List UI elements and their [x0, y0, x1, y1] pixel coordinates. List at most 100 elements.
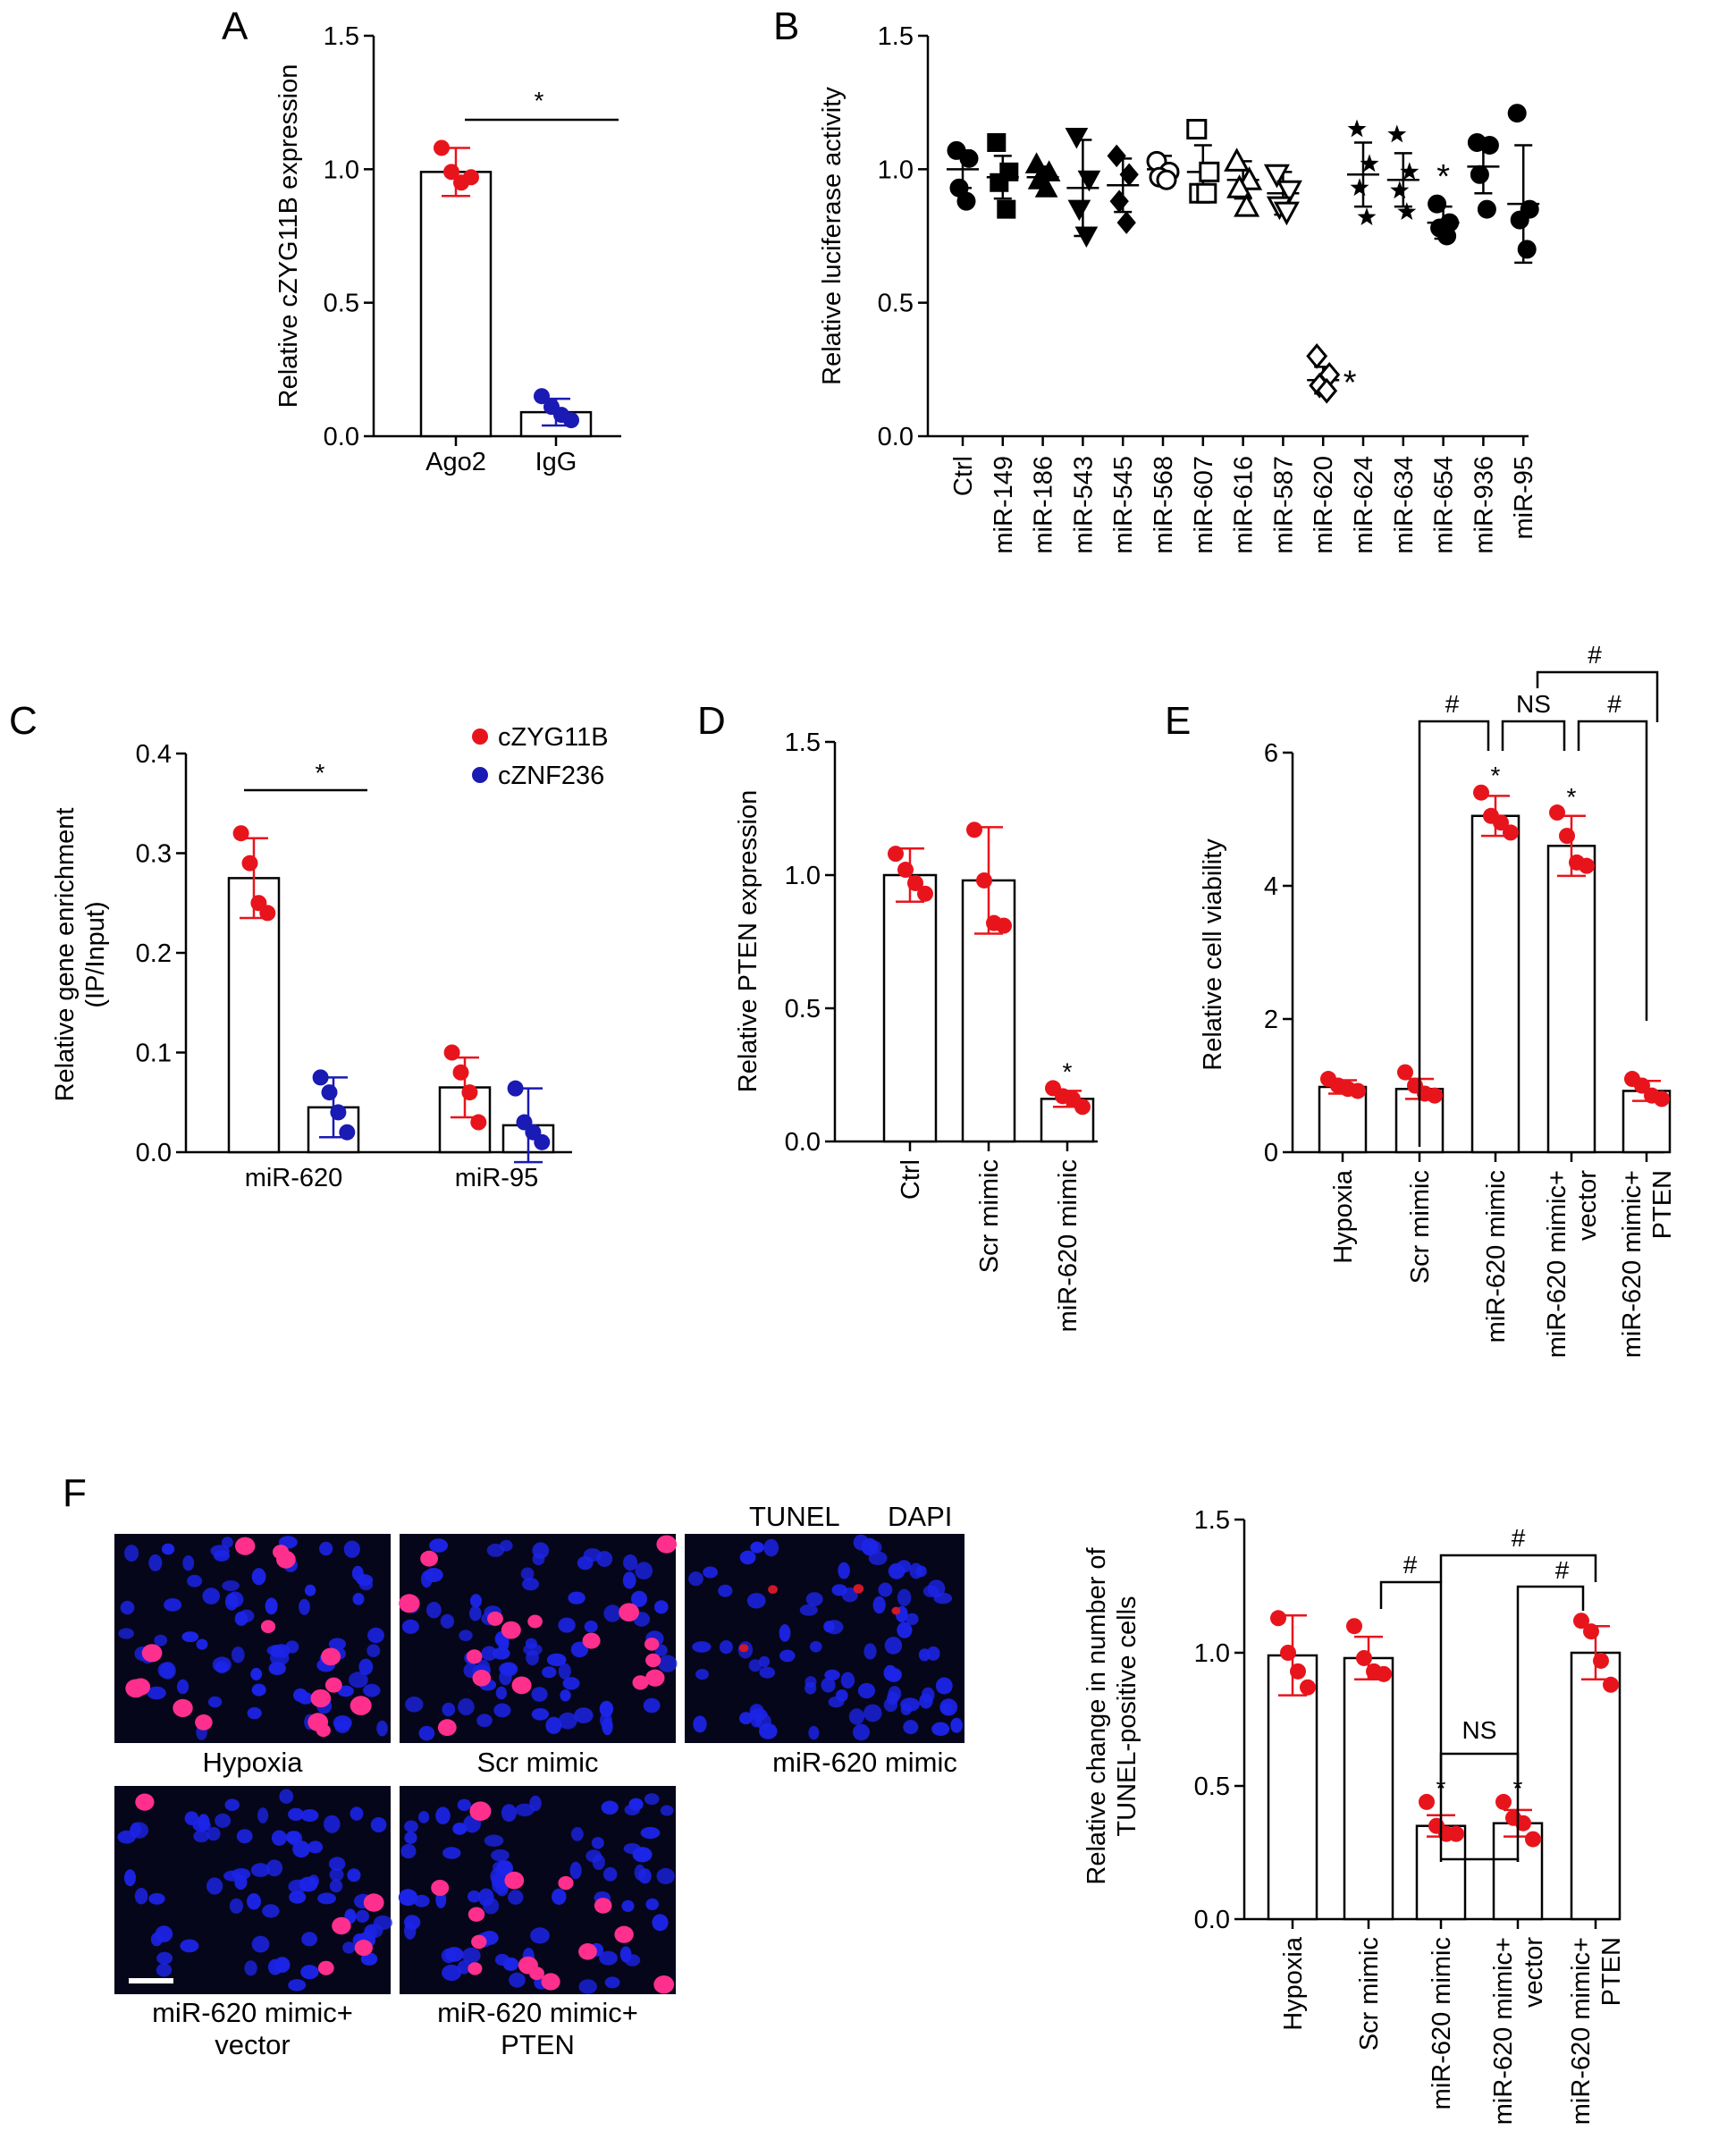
data-point — [1300, 1679, 1316, 1696]
dapi-nucleus — [604, 1976, 620, 1989]
dapi-nucleus — [695, 1669, 709, 1680]
dapi-nucleus — [591, 1837, 604, 1849]
tunel-positive-nucleus — [504, 1871, 525, 1890]
dapi-nucleus — [838, 1562, 850, 1579]
tunel-positive-nucleus — [578, 1943, 597, 1960]
data-point — [1654, 1091, 1670, 1107]
dapi-nucleus — [779, 1624, 791, 1642]
dapi-nucleus — [442, 1964, 462, 1982]
y-tick-label: 0.5 — [324, 290, 359, 318]
dapi-nucleus — [156, 1951, 173, 1965]
dapi-nucleus — [404, 1820, 418, 1833]
dapi-nucleus — [157, 1662, 175, 1679]
y-tick-label: 1.0 — [878, 156, 914, 184]
data-point — [452, 1064, 469, 1081]
dapi-nucleus — [120, 1600, 135, 1615]
x-tick-label: Scr mimic — [1406, 1170, 1435, 1284]
y-tick-label: 1.0 — [1194, 1639, 1230, 1668]
data-point — [443, 1044, 460, 1061]
dapi-nucleus — [810, 1640, 822, 1653]
comparison-bracket — [1439, 1554, 1597, 1582]
data-point — [917, 885, 933, 902]
dapi-nucleus — [560, 1689, 571, 1702]
dapi-nucleus — [863, 1643, 877, 1660]
dapi-nucleus — [452, 1823, 468, 1835]
tunel-positive-nucleus — [468, 1962, 483, 1975]
micrograph-caption: miR-620 mimic+ — [152, 1997, 353, 2028]
y-tick-label: 0.5 — [1194, 1773, 1230, 1801]
dapi-nucleus — [718, 1584, 733, 1597]
dapi-nucleus — [900, 1697, 920, 1712]
dapi-nucleus — [571, 1826, 584, 1841]
x-tick-label: miR-620 — [245, 1164, 343, 1192]
y-tick-label: 0.0 — [324, 423, 359, 451]
x-tick-label: miR-620 mimic — [1428, 1937, 1456, 2110]
dapi-nucleus — [342, 1941, 356, 1954]
data-point — [1634, 1077, 1650, 1094]
dapi-nucleus — [401, 1619, 419, 1634]
dapi-nucleus — [349, 1672, 368, 1689]
significance-star: * — [1344, 364, 1357, 401]
dapi-nucleus — [759, 1666, 776, 1679]
dapi-nucleus — [347, 1868, 361, 1882]
tunel-positive-nucleus — [527, 1614, 543, 1629]
dapi-nucleus — [426, 1602, 442, 1619]
dapi-nucleus — [931, 1722, 950, 1737]
dapi-nucleus — [603, 1604, 621, 1622]
dapi-nucleus — [578, 1979, 597, 1994]
dapi-nucleus — [622, 1571, 636, 1589]
dapi-nucleus — [180, 1939, 199, 1953]
data-point — [461, 1084, 478, 1101]
tunel-positive-nucleus — [420, 1550, 438, 1567]
tunel-positive-nucleus — [853, 1584, 864, 1594]
data-point — [534, 388, 550, 405]
dapi-nucleus — [515, 1803, 535, 1817]
dapi-nucleus — [888, 1562, 906, 1579]
data-point — [997, 199, 1016, 219]
x-tick-label: miR-620 mimic+ — [1567, 1937, 1596, 2125]
dapi-nucleus — [328, 1857, 346, 1871]
bracket-label: NS — [1516, 690, 1551, 718]
tunel-positive-nucleus — [644, 1638, 660, 1651]
dapi-nucleus — [247, 1706, 262, 1720]
tunel-positive-nucleus — [558, 1875, 574, 1891]
dapi-nucleus — [229, 1898, 243, 1914]
dapi-nucleus — [117, 1830, 136, 1844]
dapi-nucleus — [542, 1666, 557, 1679]
comparison-bracket — [1418, 720, 1490, 1147]
data-point — [1479, 135, 1499, 155]
data-point — [1196, 182, 1217, 204]
dapi-nucleus — [232, 1646, 245, 1663]
data-point — [1109, 189, 1129, 213]
dapi-nucleus — [872, 1596, 886, 1614]
dapi-nucleus — [148, 1554, 163, 1571]
dapi-nucleus — [457, 1798, 471, 1812]
tunel-positive-nucleus — [316, 1723, 331, 1738]
dapi-nucleus — [288, 1807, 304, 1822]
dapi-nucleus — [213, 1549, 230, 1562]
tunel-positive-nucleus — [471, 1934, 487, 1950]
tunel-positive-nucleus — [363, 1893, 384, 1912]
dapi-nucleus — [621, 1899, 635, 1912]
tunel-positive-nucleus — [235, 1537, 256, 1555]
tunel-positive-nucleus — [768, 1585, 778, 1594]
significance-star: * — [1491, 762, 1501, 789]
data-point — [1077, 170, 1101, 192]
x-tick-label: IgG — [535, 448, 577, 476]
x-tick-label: miR-543 — [1069, 456, 1098, 554]
dapi-nucleus — [184, 1811, 199, 1825]
data-point — [1515, 1815, 1531, 1832]
dapi-nucleus — [584, 1621, 598, 1633]
panel-label-f: F — [63, 1471, 87, 1515]
y-tick-label: 1.5 — [1194, 1506, 1230, 1535]
dapi-nucleus — [206, 1877, 223, 1895]
dapi-nucleus — [198, 1814, 210, 1831]
x-tick-label: Ctrl — [897, 1159, 925, 1200]
y-tick-label: 0 — [1264, 1139, 1278, 1167]
tunel-positive-nucleus — [437, 1719, 457, 1737]
micrograph-caption: miR-620 mimic+ — [437, 1997, 638, 2028]
dapi-nucleus — [878, 1582, 893, 1597]
bar — [882, 873, 938, 1143]
tunel-positive-nucleus — [632, 1675, 649, 1690]
significance-star: * — [1567, 783, 1577, 811]
